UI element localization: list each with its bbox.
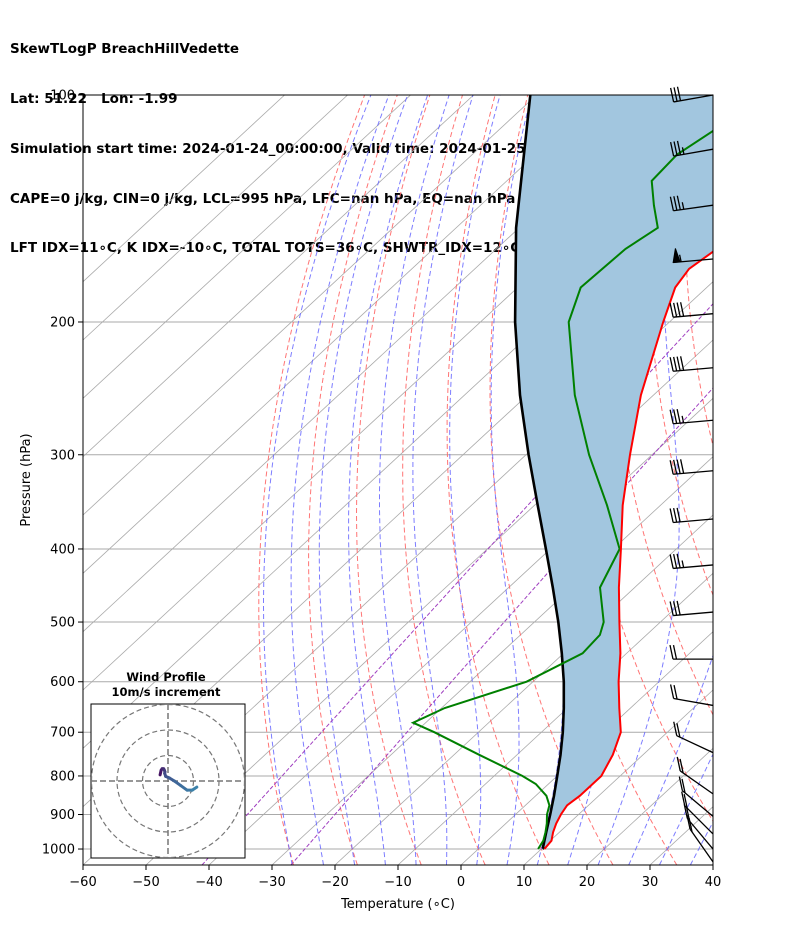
dry-adiabat — [258, 95, 366, 865]
wind-barb — [669, 408, 714, 425]
parcel-area-fill — [515, 95, 713, 849]
x-tick-label: 40 — [705, 875, 722, 890]
mixing-ratio-line — [290, 387, 713, 865]
x-tick-label: −10 — [384, 875, 411, 890]
wind-barb — [669, 356, 714, 372]
moist-adiabat — [318, 95, 409, 865]
indices-line-2: LFT IDX=11∘C, K IDX=-10∘C, TOTAL TOTS=36… — [10, 240, 521, 257]
dry-adiabat — [402, 95, 486, 865]
y-tick-label: 600 — [50, 675, 75, 690]
dry-adiabat — [720, 95, 794, 865]
wind-barb — [669, 600, 714, 617]
isotherm — [83, 95, 474, 458]
dry-adiabat — [446, 95, 550, 865]
y-tick-label: 500 — [50, 616, 75, 631]
isotherm — [83, 95, 600, 574]
isotherm — [712, 864, 713, 865]
x-tick-label: 10 — [516, 875, 533, 890]
x-tick-label: −20 — [321, 875, 348, 890]
x-tick-label: −50 — [132, 875, 159, 890]
x-tick-label: −40 — [195, 875, 222, 890]
parcel-profile — [513, 95, 566, 850]
x-tick-label: 20 — [579, 875, 596, 890]
moist-adiabat — [263, 95, 372, 865]
wind-barb — [681, 791, 714, 835]
isotherm — [271, 456, 713, 865]
isotherm — [334, 514, 713, 865]
y-tick-label: 800 — [50, 769, 75, 784]
x-axis-label: Temperature (∘C) — [340, 897, 455, 912]
isotherm — [83, 95, 411, 399]
wind-barb — [669, 684, 714, 707]
x-tick-label: 0 — [457, 875, 465, 890]
isotherm — [83, 95, 348, 341]
wind-barb — [678, 776, 714, 817]
y-tick-label: 700 — [50, 726, 75, 741]
wind-barb — [686, 814, 714, 863]
hodograph-subtitle: 10m/s increment — [111, 685, 221, 699]
wind-barb — [673, 721, 714, 754]
wind-barb — [669, 195, 714, 212]
wind-barb — [669, 507, 714, 524]
x-tick-label: 30 — [642, 875, 659, 890]
dry-adiabat — [355, 95, 431, 865]
dry-adiabat — [789, 95, 794, 865]
x-tick-label: −60 — [69, 875, 96, 890]
y-tick-label: 300 — [50, 448, 75, 463]
moist-adiabat — [628, 654, 713, 865]
moist-adiabat — [721, 95, 794, 865]
wind-barb — [676, 756, 714, 795]
wind-barb — [672, 248, 714, 264]
moist-adiabat — [597, 95, 680, 865]
y-tick-label: 400 — [50, 542, 75, 557]
y-tick-label: 900 — [50, 808, 75, 823]
isotherm — [523, 689, 713, 865]
dry-adiabat — [308, 95, 398, 865]
wind-barb — [669, 553, 714, 570]
isotherm — [83, 95, 285, 283]
chart-header: SkewTLogP BreachHillVedette Lat: 51.22 L… — [10, 8, 626, 274]
isotherm — [83, 95, 537, 516]
wind-barb — [669, 302, 714, 318]
y-tick-label: 1000 — [42, 843, 75, 858]
hodograph-title-text: Wind Profile — [126, 670, 206, 684]
dewpoint-profile — [410, 129, 713, 850]
wind-barb — [669, 459, 714, 475]
y-tick-label: 200 — [50, 315, 75, 330]
temperature-profile — [543, 250, 713, 850]
moist-adiabat — [290, 95, 390, 865]
wind-barb — [669, 645, 713, 660]
dry-adiabat — [755, 95, 794, 865]
isotherm — [776, 95, 794, 865]
isotherm — [397, 572, 713, 865]
dry-adiabat — [489, 95, 614, 865]
y-axis-label: Pressure (hPa) — [19, 433, 34, 526]
hodograph-title: Wind Profile 10m/s increment — [92, 670, 240, 700]
chart-title: SkewTLogP BreachHillVedette — [10, 41, 240, 58]
x-tick-label: −30 — [258, 875, 285, 890]
moist-adiabat — [379, 95, 450, 865]
wind-barb — [669, 140, 714, 157]
hodograph-trace — [190, 785, 199, 792]
y-tick-label: 100 — [50, 89, 75, 104]
